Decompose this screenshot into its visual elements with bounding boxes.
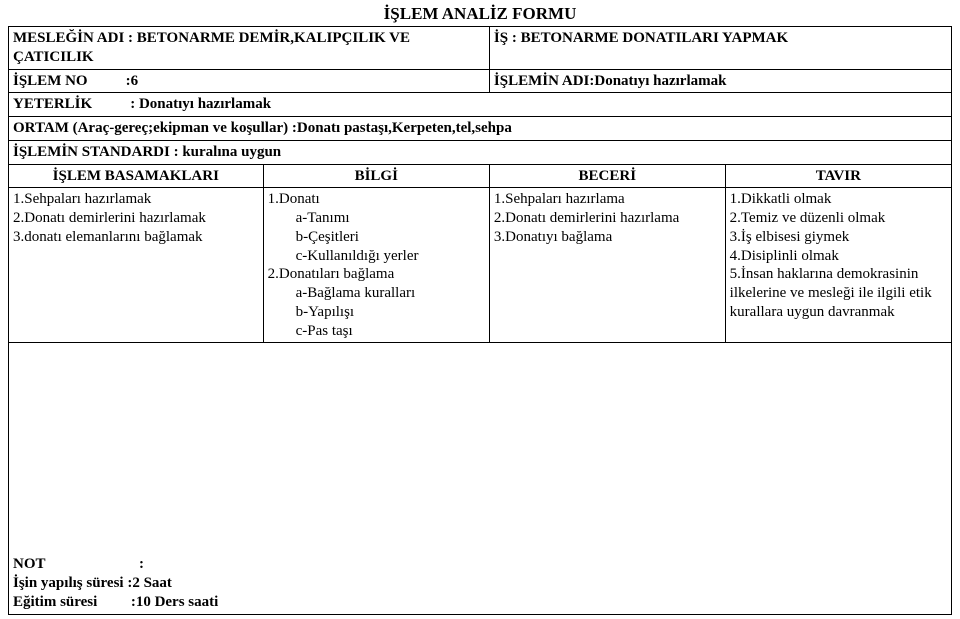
bilgi-1a: a-Tanımı bbox=[268, 209, 485, 228]
bilgi-2c: c-Pas taşı bbox=[268, 322, 485, 341]
is-label: İŞ : bbox=[494, 30, 517, 46]
col-basamak: İŞLEM BASAMAKLARI bbox=[9, 164, 264, 188]
not-label: NOT bbox=[13, 556, 46, 572]
tavir-3: 3.İş elbisesi giymek bbox=[730, 229, 850, 245]
egitim-sure-value: 10 Ders saati bbox=[136, 594, 219, 610]
cell-beceri: 1.Sehpaları hazırlama 2.Donatı demirleri… bbox=[489, 188, 725, 343]
isleminadi-label: İŞLEMİN ADI: bbox=[494, 73, 594, 89]
ortam-value: Donatı pastaşı,Kerpeten,tel,sehpa bbox=[297, 120, 512, 136]
body-row: 1.Sehpaları hazırlamak 2.Donatı demirler… bbox=[9, 188, 952, 343]
tavir-1: 1.Dikkatli olmak bbox=[730, 191, 832, 207]
is-value: BETONARME DONATILARI YAPMAK bbox=[517, 30, 788, 46]
tavir-5: 5.İnsan haklarına demokrasinin ilkelerin… bbox=[730, 266, 932, 320]
beceri-1: 1.Sehpaları hazırlama bbox=[494, 191, 625, 207]
bilgi-1: 1.Donatı bbox=[268, 191, 320, 207]
footer-row: NOT : İşin yapılış süresi :2 Saat Eğitim… bbox=[9, 343, 952, 614]
bilgi-2b: b-Yapılışı bbox=[268, 303, 485, 322]
form-table: MESLEĞİN ADI : BETONARME DEMİR,KALIPÇILI… bbox=[8, 26, 952, 615]
islemno-value: :6 bbox=[126, 73, 139, 89]
col-bilgi: BİLGİ bbox=[263, 164, 489, 188]
col-tavir: TAVIR bbox=[725, 164, 951, 188]
cell-bilgi: 1.Donatı a-Tanımı b-Çeşitleri c-Kullanıl… bbox=[263, 188, 489, 343]
form-title: İŞLEM ANALİZ FORMU bbox=[8, 4, 952, 24]
meslek-label: MESLEĞİN ADI : bbox=[13, 30, 133, 46]
header-row-4: ORTAM (Araç-gereç;ekipman ve koşullar) :… bbox=[9, 117, 952, 141]
tavir-4: 4.Disiplinli olmak bbox=[730, 248, 839, 264]
tavir-2: 2.Temiz ve düzenli olmak bbox=[730, 210, 886, 226]
bilgi-1b: b-Çeşitleri bbox=[268, 228, 485, 247]
standart-value: kuralına uygun bbox=[179, 144, 282, 160]
header-row-1: MESLEĞİN ADI : BETONARME DEMİR,KALIPÇILI… bbox=[9, 27, 952, 70]
yeterlik-value: : Donatıyı hazırlamak bbox=[130, 96, 271, 112]
header-row-5: İŞLEMİN STANDARDI : kuralına uygun bbox=[9, 140, 952, 164]
column-header-row: İŞLEM BASAMAKLARI BİLGİ BECERİ TAVIR bbox=[9, 164, 952, 188]
egitim-sure-label: Eğitim süresi bbox=[13, 594, 97, 610]
col-beceri: BECERİ bbox=[489, 164, 725, 188]
bilgi-2: 2.Donatıları bağlama bbox=[268, 266, 395, 282]
footer-block: NOT : İşin yapılış süresi :2 Saat Eğitim… bbox=[13, 555, 947, 611]
ortam-label: ORTAM (Araç-gereç;ekipman ve koşullar) : bbox=[13, 120, 297, 136]
cell-tavir: 1.Dikkatli olmak 2.Temiz ve düzenli olma… bbox=[725, 188, 951, 343]
beceri-2: 2.Donatı demirlerini hazırlama bbox=[494, 210, 679, 226]
isin-sure-label: İşin yapılış süresi : bbox=[13, 575, 132, 591]
not-colon: : bbox=[139, 556, 144, 572]
bilgi-2a: a-Bağlama kuralları bbox=[268, 284, 485, 303]
bilgi-1c: c-Kullanıldığı yerler bbox=[268, 247, 485, 266]
islemno-label: İŞLEM NO bbox=[13, 73, 88, 89]
beceri-3: 3.Donatıyı bağlama bbox=[494, 229, 612, 245]
header-row-2: İŞLEM NO :6 İŞLEMİN ADI:Donatıyı hazırlam… bbox=[9, 69, 952, 93]
basamak-3: 3.donatı elemanlarını bağlamak bbox=[13, 229, 203, 245]
isin-sure-value: 2 Saat bbox=[132, 575, 172, 591]
cell-basamak: 1.Sehpaları hazırlamak 2.Donatı demirler… bbox=[9, 188, 264, 343]
yeterlik-label: YETERLİK bbox=[13, 96, 92, 112]
isleminadi-value: Donatıyı hazırlamak bbox=[594, 73, 726, 89]
standart-label: İŞLEMİN STANDARDI : bbox=[13, 144, 179, 160]
header-row-3: YETERLİK : Donatıyı hazırlamak bbox=[9, 93, 952, 117]
basamak-2: 2.Donatı demirlerini hazırlamak bbox=[13, 210, 206, 226]
basamak-1: 1.Sehpaları hazırlamak bbox=[13, 191, 151, 207]
